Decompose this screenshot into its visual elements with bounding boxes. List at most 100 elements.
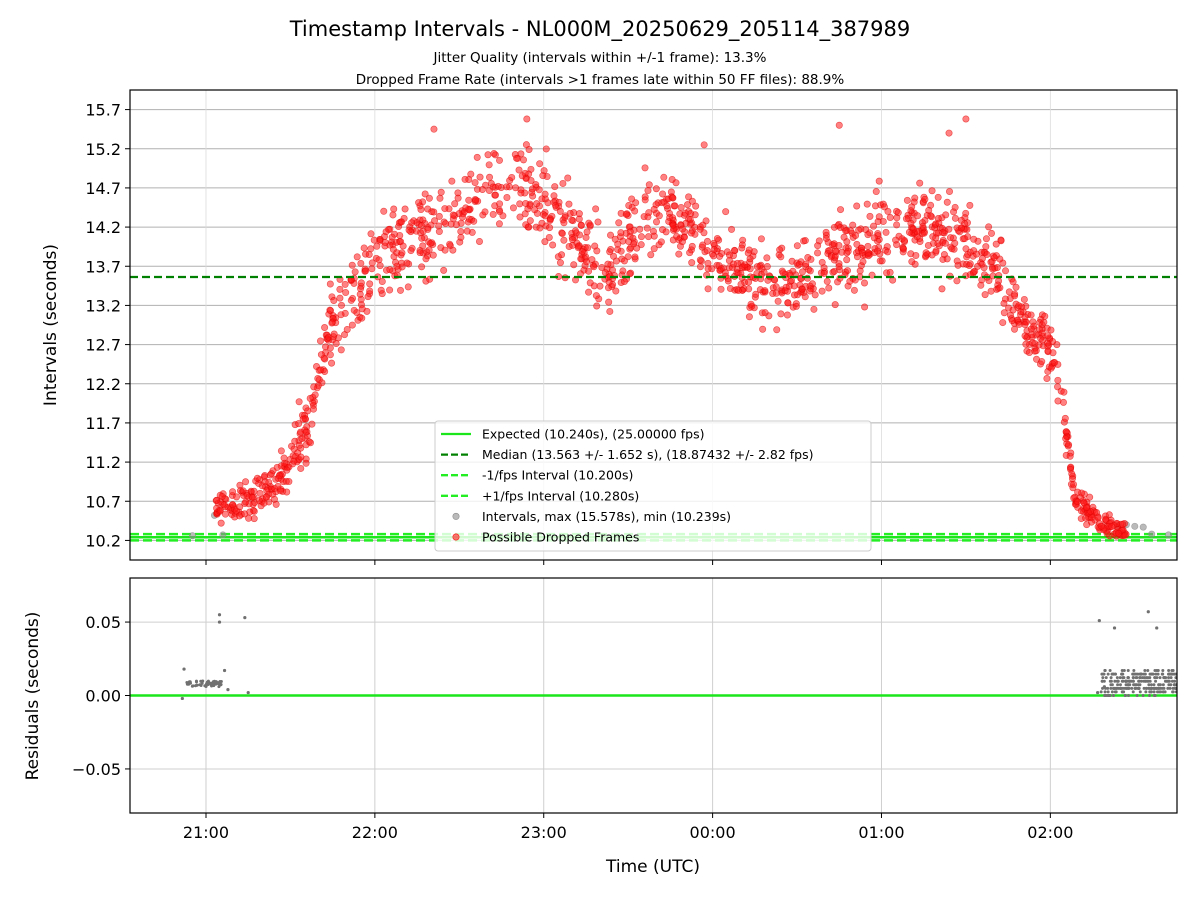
dropped-frame-point [625, 201, 633, 209]
dropped-frame-point [659, 190, 667, 198]
dropped-frame-point [996, 284, 1004, 292]
dropped-frame-point [522, 199, 530, 207]
intervals-y-tick-label: 10.7 [85, 492, 121, 511]
dropped-frame-point [728, 225, 736, 233]
dropped-frame-point [1062, 428, 1070, 436]
dropped-frame-point [710, 245, 718, 253]
dropped-frame-point [1043, 375, 1051, 383]
dropped-frame-point [360, 244, 368, 252]
interval-point [1148, 530, 1156, 538]
dropped-frame-point [621, 257, 629, 265]
dropped-frame-point [362, 267, 370, 275]
residual-point [1100, 679, 1104, 683]
residual-point [1174, 672, 1177, 676]
dropped-frame-point [559, 179, 567, 187]
residual-point [1147, 683, 1151, 687]
residual-point [246, 690, 250, 695]
residual-point [1152, 690, 1156, 694]
dropped-frame-point [366, 280, 374, 288]
dropped-frame-point [347, 296, 355, 304]
residual-point [1096, 690, 1100, 695]
dropped-frame-point [961, 235, 969, 243]
residual-point [217, 620, 222, 624]
dropped-frame-point [297, 453, 305, 461]
dropped-frame-point [779, 269, 787, 277]
dropped-frame-point [357, 279, 365, 287]
dropped-frame-point [943, 198, 951, 206]
dropped-frame-point [1047, 326, 1055, 334]
dropped-frame-point [675, 250, 683, 258]
residual-point [1152, 683, 1156, 687]
intervals-y-tick-label: 10.2 [85, 531, 121, 550]
dropped-frame-point [363, 307, 371, 315]
dropped-frame-point [388, 233, 396, 241]
dropped-frame-point [401, 205, 409, 213]
dropped-frame-point [545, 233, 553, 241]
dropped-frame-point [939, 229, 947, 237]
residual-point [1158, 686, 1162, 690]
residual-point [1156, 672, 1160, 676]
x-ticks: 21:00 22:00 23:00 00:00 01:00 02:00 [183, 560, 1073, 842]
dropped-frame-point [295, 398, 303, 406]
dropped-frame-point [745, 313, 753, 321]
dropped-frame-point [572, 229, 580, 237]
dropped-frame-point [541, 238, 549, 246]
residual-point [1145, 686, 1149, 690]
dropped-frame-point [795, 260, 803, 268]
dropped-frame-point [386, 286, 394, 294]
dropped-frame-point [568, 216, 576, 224]
dropped-frame-point [1032, 347, 1040, 355]
dropped-frame-point [389, 211, 397, 219]
dropped-frame-point [696, 263, 704, 271]
dropped-frame-point [704, 285, 712, 293]
dropped-frame-point [934, 193, 942, 201]
dropped-frame-point [992, 240, 1000, 248]
intervals-y-tick-label: 14.7 [85, 179, 121, 198]
dropped-frame-point [431, 217, 439, 225]
dropped-frame-point [988, 229, 996, 237]
dropped-frame-point [680, 233, 688, 241]
dropped-frame-point [763, 254, 771, 262]
interval-point [1131, 522, 1139, 530]
dropped-frame-point [273, 463, 281, 471]
residual-point [1147, 694, 1151, 697]
dropped-frame-point [441, 246, 449, 254]
dropped-frame-point [617, 229, 625, 237]
residual-point [1128, 679, 1132, 683]
dropped-frame-point [853, 240, 861, 248]
residual-point [185, 682, 189, 686]
dropped-frame-point [377, 286, 385, 294]
dropped-frame-point [441, 205, 449, 213]
dropped-frame-point [619, 237, 627, 245]
residual-point [1155, 626, 1159, 630]
dropped-frame-point [419, 242, 427, 250]
dropped-frame-point [924, 241, 932, 249]
x-tick-label: 00:00 [690, 823, 736, 842]
residual-point [1115, 676, 1119, 680]
dropped-frame-point [733, 269, 741, 277]
dropped-frame-point [688, 242, 696, 250]
dropped-frame-point [337, 311, 345, 319]
residual-point [1110, 690, 1114, 694]
dropped-frame-point [916, 179, 924, 187]
residual-point [226, 688, 230, 692]
dropped-frame-point [615, 219, 623, 227]
dropped-frame-point [373, 242, 381, 250]
dropped-frame-point [250, 487, 258, 495]
dropped-frame-point [541, 190, 549, 198]
residual-point [1151, 672, 1155, 676]
dropped-frame-point [330, 330, 338, 338]
dropped-frame-point [696, 256, 704, 264]
dropped-frame-point [951, 203, 959, 211]
residual-point [1114, 690, 1118, 694]
dropped-frame-point [495, 220, 503, 228]
dropped-frame-point [366, 287, 374, 295]
dropped-frame-point [277, 447, 285, 455]
dropped-frame-point [451, 200, 459, 208]
dropped-frame-point [381, 238, 389, 246]
dropped-frame-point [351, 268, 359, 276]
dropped-frame-point [777, 253, 785, 261]
residual-point [1107, 694, 1111, 697]
dropped-frame-point [472, 196, 480, 204]
dropped-frame-point [242, 478, 250, 486]
